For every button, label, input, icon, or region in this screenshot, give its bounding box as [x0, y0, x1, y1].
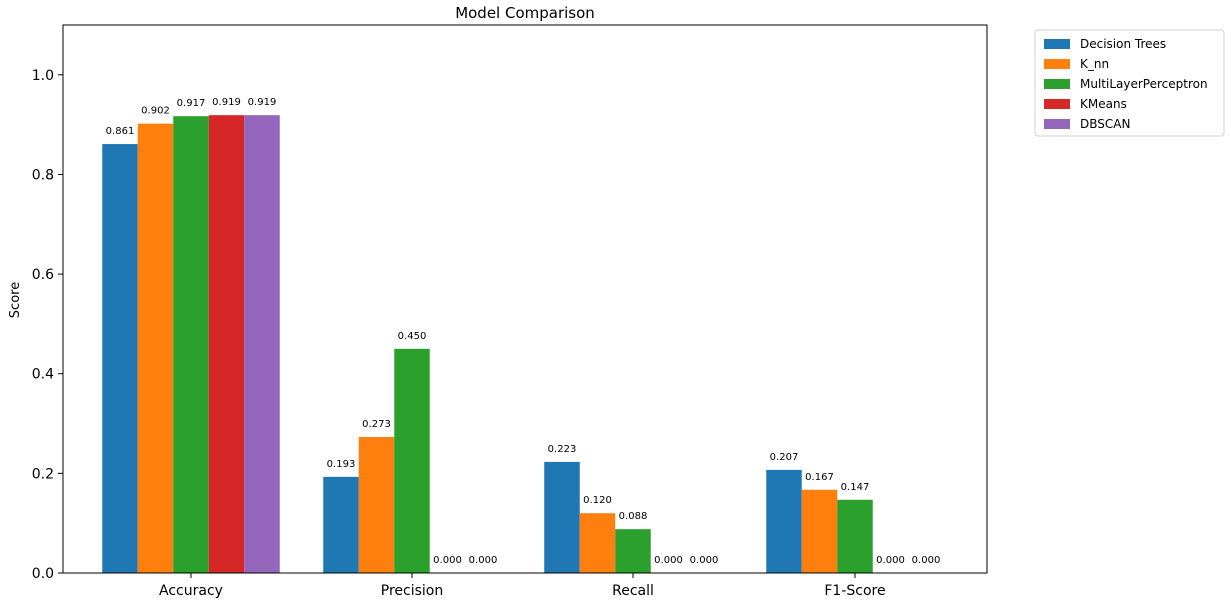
x-tick-label: Precision — [381, 583, 443, 599]
bar — [394, 348, 430, 573]
value-label: 0.919 — [212, 97, 241, 108]
bar — [208, 115, 245, 574]
y-tick-label: 0.8 — [32, 167, 54, 183]
legend-swatch — [1044, 119, 1070, 129]
value-label: 0.919 — [248, 97, 277, 108]
value-label: 0.223 — [548, 444, 577, 455]
plot-frame — [62, 24, 988, 574]
bar — [766, 469, 802, 573]
value-label: 0.120 — [583, 495, 612, 506]
value-label: 0.193 — [327, 459, 356, 470]
bar — [173, 116, 209, 574]
x-axis: Accuracy Precision Recall F1-Score — [159, 573, 886, 599]
value-label: 0.861 — [106, 126, 135, 137]
bar — [358, 436, 395, 573]
legend-swatch — [1044, 99, 1070, 109]
legend-label: MultiLayerPerceptron — [1080, 77, 1208, 91]
bar — [544, 461, 580, 573]
value-labels-layer: 0.861 0.193 0.223 0.207 0.902 0.273 0.120 0.167… — [106, 97, 941, 566]
value-label: 0.000 — [654, 555, 683, 566]
legend-items: Decision Trees K_nn MultiLayerPerceptron KM… — [1044, 37, 1208, 131]
bar — [615, 529, 651, 573]
bar — [244, 115, 280, 574]
bar — [323, 476, 359, 573]
bar — [579, 513, 616, 573]
x-tick-label: Recall — [612, 583, 654, 599]
bar — [102, 144, 138, 573]
legend-label: Decision Trees — [1080, 37, 1166, 51]
value-label: 0.902 — [141, 106, 170, 117]
value-label: 0.450 — [398, 331, 427, 342]
legend-frame — [1034, 29, 1225, 137]
legend-label: K_nn — [1080, 57, 1109, 71]
value-label: 0.147 — [841, 482, 870, 493]
chart-title: Model Comparison — [455, 4, 595, 22]
bar — [137, 123, 174, 573]
y-tick-label: 0.6 — [32, 267, 54, 283]
legend: Decision Trees K_nn MultiLayerPerceptron KM… — [1034, 29, 1225, 137]
y-tick-label: 0.0 — [32, 566, 54, 582]
value-label: 0.088 — [619, 511, 648, 522]
value-label: 0.000 — [469, 555, 498, 566]
bars-layer — [102, 115, 873, 574]
value-label: 0.917 — [177, 98, 206, 109]
legend-swatch — [1044, 39, 1070, 49]
legend-swatch — [1044, 59, 1070, 69]
y-axis-label: Score — [8, 282, 23, 318]
y-tick-label: 0.4 — [32, 367, 54, 383]
value-label: 0.000 — [876, 555, 905, 566]
y-tick-label: 0.2 — [32, 466, 54, 482]
y-tick-label: 1.0 — [32, 68, 54, 84]
x-tick-label: F1-Score — [824, 583, 885, 599]
x-tick-label: Accuracy — [159, 583, 223, 599]
value-label: 0.207 — [770, 452, 799, 463]
legend-swatch — [1044, 79, 1070, 89]
value-label: 0.167 — [805, 472, 834, 483]
value-label: 0.000 — [690, 555, 719, 566]
value-label: 0.273 — [362, 419, 391, 430]
legend-label: KMeans — [1080, 97, 1127, 111]
legend-label: DBSCAN — [1080, 117, 1130, 131]
value-label: 0.000 — [433, 555, 462, 566]
y-axis: 0.0 0.2 0.4 0.6 0.8 1.0 — [32, 68, 63, 582]
value-label: 0.000 — [912, 555, 941, 566]
bar — [801, 489, 838, 573]
bar — [837, 499, 873, 573]
